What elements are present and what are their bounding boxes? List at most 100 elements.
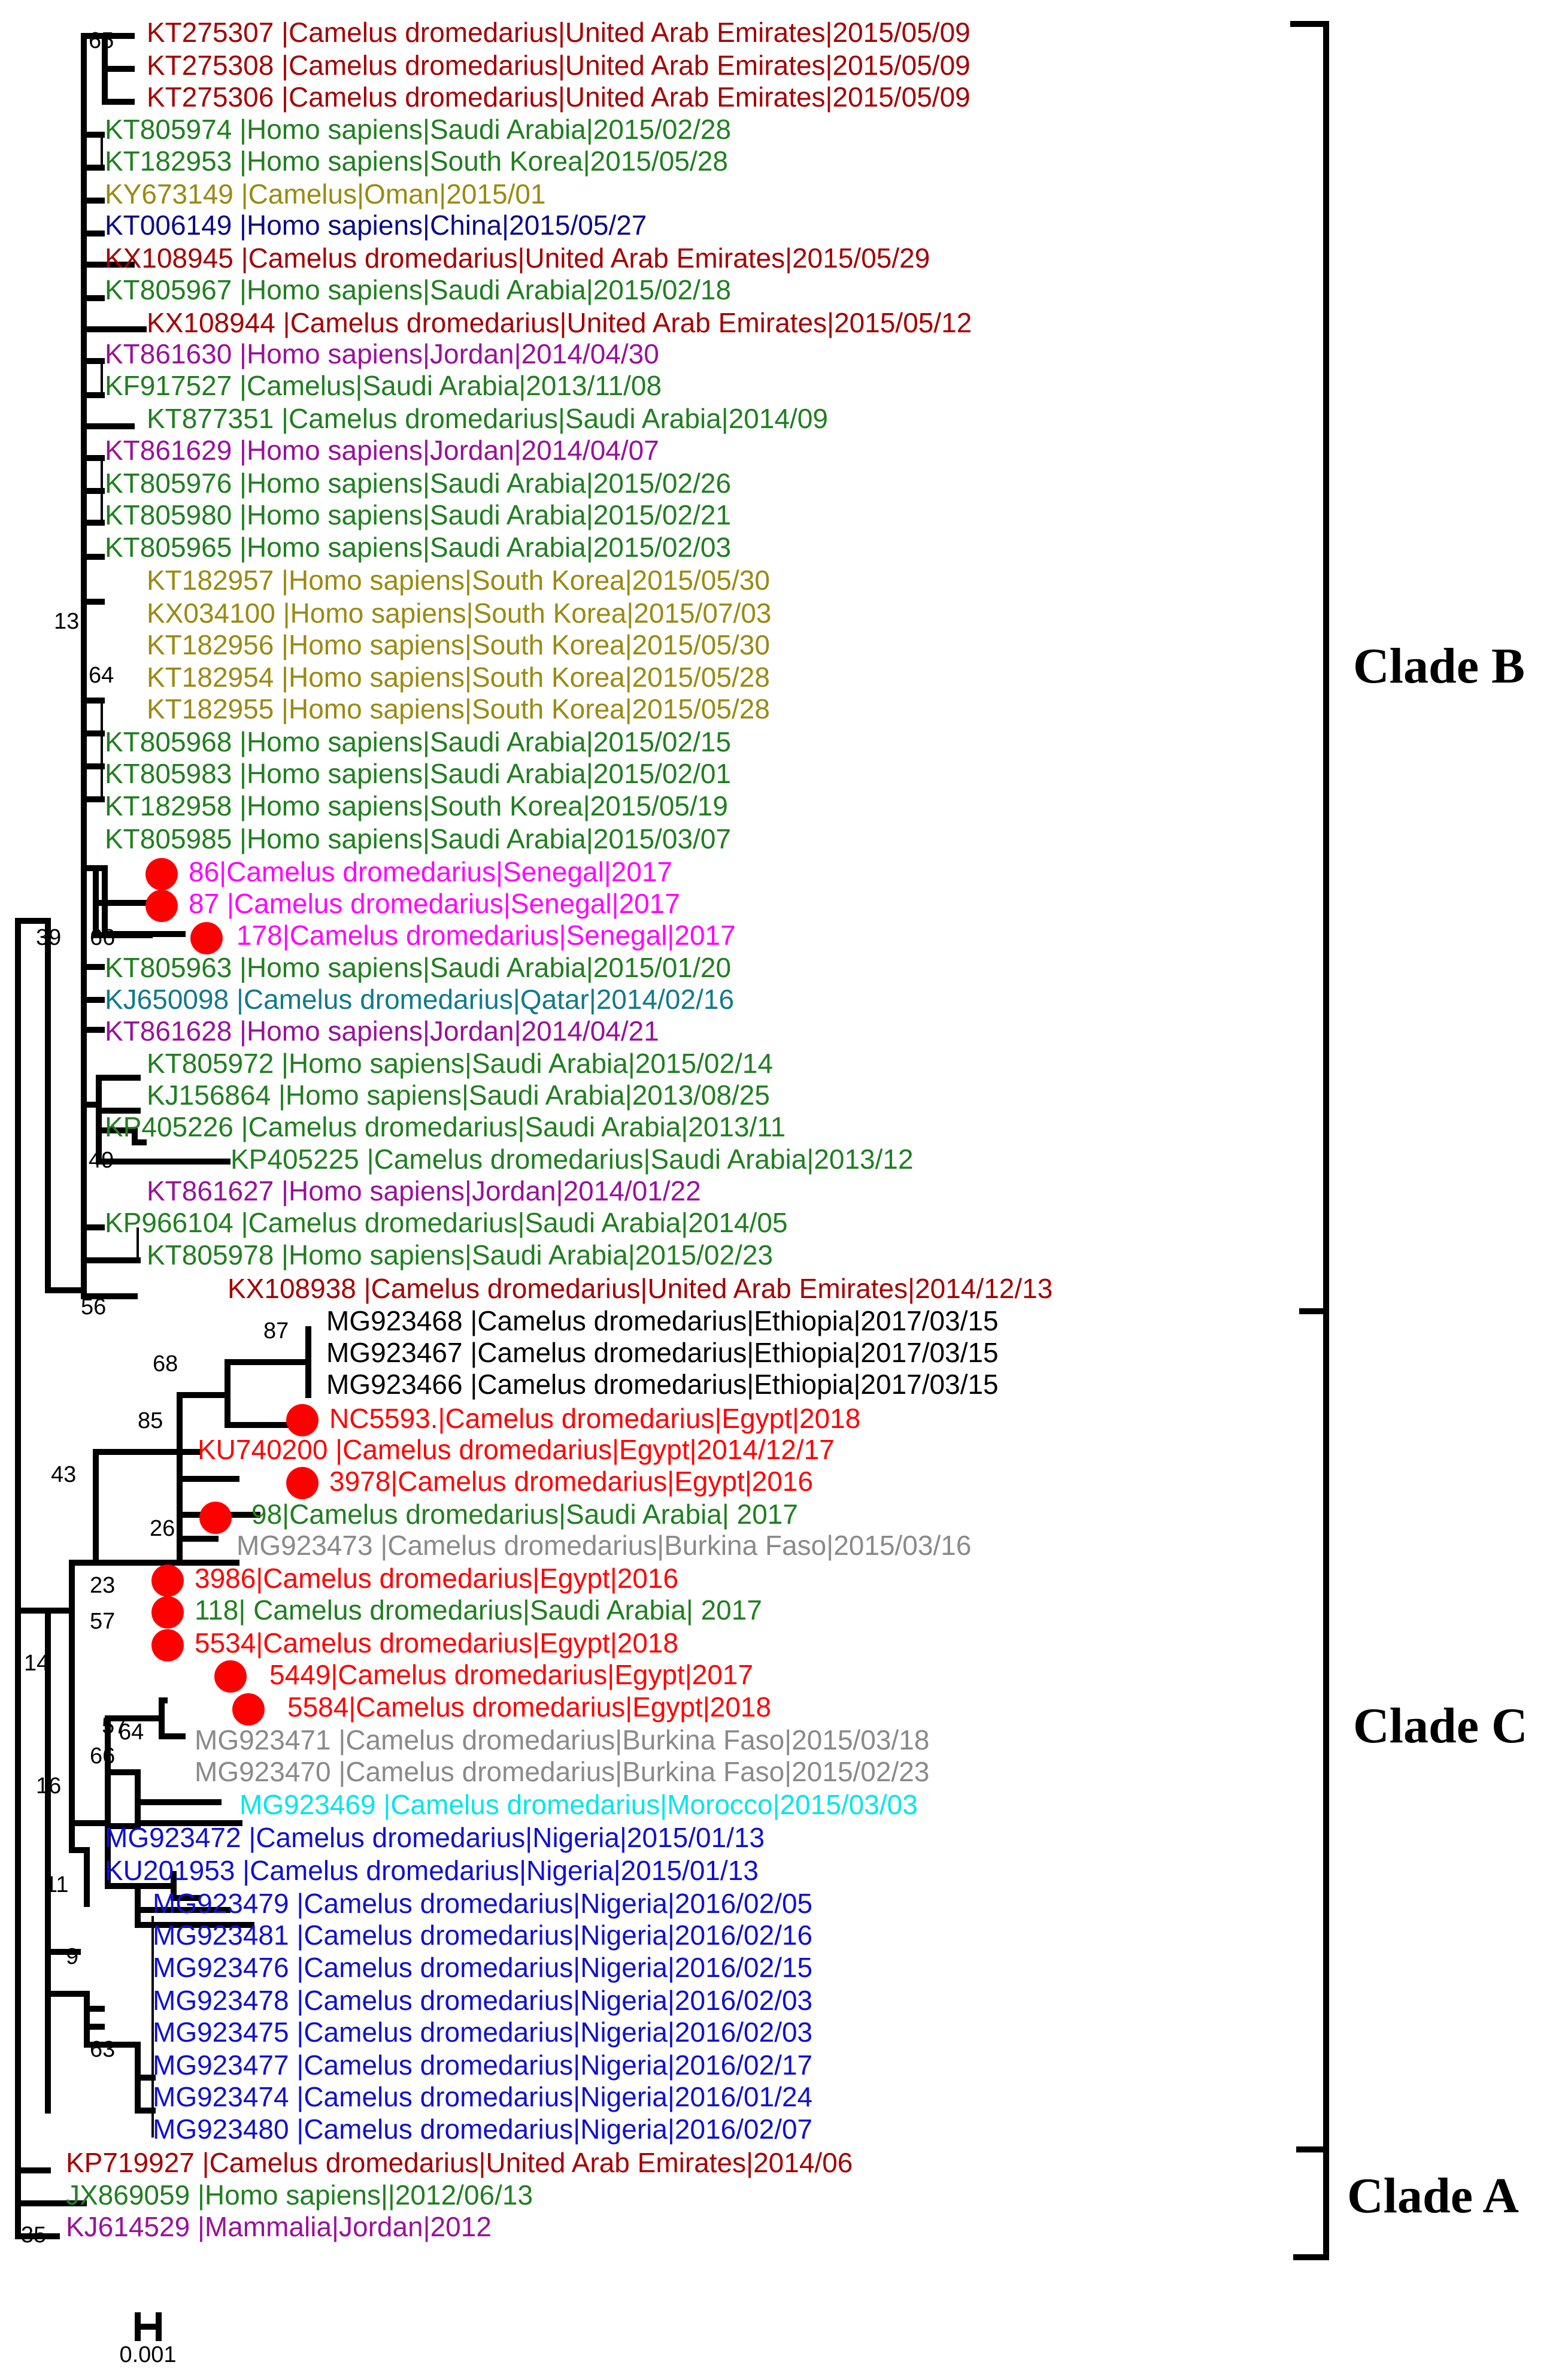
bootstrap-value: 87 [263,1318,289,1344]
leaf-label: 3986|Camelus dromedarius|Egypt|2016 [195,1563,678,1594]
study-sample-marker [190,922,223,954]
leaf-label: MG923476 |Camelus dromedarius|Nigeria|20… [153,1952,812,1983]
leaf-label: KT275306 |Camelus dromedarius|United Ara… [147,81,970,113]
leaf-label: MG923474 |Camelus dromedarius|Nigeria|20… [153,2081,812,2112]
leaf-label: KX108945 |Camelus dromedarius|United Ara… [105,242,930,274]
leaf-label: KP405226 |Camelus dromedarius|Saudi Arab… [105,1111,785,1142]
study-sample-marker [286,1404,319,1436]
leaf-label: KT805972 |Homo sapiens|Saudi Arabia|2015… [147,1048,773,1079]
leaf-label: KP719927 |Camelus dromedarius|United Ara… [66,2147,853,2178]
study-sample-marker [151,1596,184,1629]
bootstrap-value: 11 [45,1872,68,1897]
bootstrap-value: 64 [89,663,114,688]
leaf-label: MG923471 |Camelus dromedarius|Burkina Fa… [195,1724,929,1755]
leaf-label: JX869059 |Homo sapiens||2012/06/13 [66,2179,533,2211]
study-sample-marker [151,1629,184,1661]
leaf-label: 86|Camelus dromedarius|Senegal|2017 [189,856,672,887]
leaf-label: KJ614529 |Mammalia|Jordan|2012 [66,2211,492,2242]
leaf-label: MG923466 |Camelus dromedarius|Ethiopia|2… [326,1369,999,1400]
leaf-label: MG923468 |Camelus dromedarius|Ethiopia|2… [326,1305,999,1336]
leaf-label: KT861627 |Homo sapiens|Jordan|2014/01/22 [147,1175,701,1206]
clade-b-bracket [1290,21,1329,1314]
leaf-label: KY673149 |Camelus|Oman|2015/01 [105,178,546,210]
leaf-label: KT275307 |Camelus dromedarius|United Ara… [147,17,970,48]
leaf-label: KT182954 |Homo sapiens|South Korea|2015/… [147,662,770,693]
clade-c-bracket [1296,1308,1329,2152]
leaf-label: KU740200 |Camelus dromedarius|Egypt|2014… [198,1434,835,1465]
leaf-label: MG923477 |Camelus dromedarius|Nigeria|20… [153,2049,812,2081]
scale-bar-line [135,2312,162,2341]
leaf-label: 5534|Camelus dromedarius|Egypt|2018 [195,1627,678,1658]
clade-brackets [1290,21,1329,2260]
leaf-label: 5584|Camelus dromedarius|Egypt|2018 [287,1691,771,1723]
bootstrap-value: 57 [90,1609,115,1634]
leaf-label: 5449|Camelus dromedarius|Egypt|2017 [269,1659,753,1690]
leaf-label: KT861629 |Homo sapiens|Jordan|2014/04/07 [105,435,659,466]
clade-a-label: Clade A [1347,2168,1519,2224]
study-sample-marker [145,858,178,890]
leaf-label: KF917527 |Camelus|Saudi Arabia|2013/11/0… [105,370,662,401]
clade-b-label: Clade B [1353,638,1525,694]
bootstrap-value: 16 [36,1773,61,1799]
leaf-label: KX108938 |Camelus dromedarius|United Ara… [228,1273,1053,1304]
leaf-labels: KT275307 |Camelus dromedarius|United Ara… [66,17,1053,2242]
leaf-label: KT805980 |Homo sapiens|Saudi Arabia|2015… [105,499,731,530]
leaf-label: KT006149 |Homo sapiens|China|2015/05/27 [105,210,647,241]
leaf-label: 98|Camelus dromedarius|Saudi Arabia| 201… [251,1499,798,1530]
leaf-label: MG923481 |Camelus dromedarius|Nigeria|20… [153,1920,812,1951]
leaf-label: KT805974 |Homo sapiens|Saudi Arabia|2015… [105,114,731,145]
bootstrap-value: 63 [90,2037,115,2062]
leaf-label: MG923469 |Camelus dromedarius|Morocco|20… [239,1789,918,1820]
leaf-label: 178|Camelus dromedarius|Senegal|2017 [236,920,736,951]
leaf-label: KT805963 |Homo sapiens|Saudi Arabia|2015… [105,952,731,983]
study-sample-marker [151,1564,184,1597]
bootstrap-value: 43 [51,1462,76,1487]
leaf-label: MG923473 |Camelus dromedarius|Burkina Fa… [236,1530,971,1561]
bootstrap-value: 26 [150,1516,175,1541]
bootstrap-value: 68 [153,1351,178,1376]
leaf-label: KT182957 |Homo sapiens|South Korea|2015/… [147,565,770,596]
leaf-label: KT182953 |Homo sapiens|South Korea|2015/… [105,145,728,177]
leaf-label: MG923467 |Camelus dromedarius|Ethiopia|2… [326,1337,999,1368]
bootstrap-value: 14 [24,1651,49,1676]
leaf-label: KT182956 |Homo sapiens|South Korea|2015/… [147,629,770,660]
leaf-label: KT861630 |Homo sapiens|Jordan|2014/04/30 [105,338,659,369]
bootstrap-value: 57 [102,1714,127,1739]
bootstrap-value: 13 [54,609,79,634]
leaf-label: KT877351 |Camelus dromedarius|Saudi Arab… [147,403,828,434]
leaf-label: KJ156864 |Homo sapiens|Saudi Arabia|2013… [147,1080,770,1111]
leaf-label: KT182958 |Homo sapiens|South Korea|2015/… [105,790,728,821]
leaf-label: KT861628 |Homo sapiens|Jordan|2014/04/21 [105,1015,659,1047]
scale-bar-label: 0.001 [119,2342,176,2367]
leaf-label: MG923472 |Camelus dromedarius|Nigeria|20… [105,1822,765,1853]
bootstrap-value: 23 [90,1573,115,1598]
study-sample-marker [286,1467,319,1499]
leaf-label: 3978|Camelus dromedarius|Egypt|2016 [329,1466,813,1497]
study-sample-marker [199,1502,232,1534]
leaf-label: MG923470 |Camelus dromedarius|Burkina Fa… [195,1756,929,1787]
clade-a-bracket [1293,2146,1329,2260]
leaf-label: KJ650098 |Camelus dromedarius|Qatar|2014… [105,984,734,1015]
bootstrap-value: 66 [90,1744,115,1769]
leaf-label: KT275308 |Camelus dromedarius|United Ara… [147,50,970,81]
leaf-label: KT805967 |Homo sapiens|Saudi Arabia|2015… [105,274,731,305]
bootstrap-value: 56 [81,1294,106,1320]
leaf-label: KP966104 |Camelus dromedarius|Saudi Arab… [105,1207,788,1238]
scale-bar: 0.001 [119,2312,177,2367]
leaf-label: KT182955 |Homo sapiens|South Korea|2015/… [147,693,770,724]
leaf-label: KX108944 |Camelus dromedarius|United Ara… [147,307,972,338]
leaf-label: KP405225 |Camelus dromedarius|Saudi Arab… [231,1144,914,1175]
leaf-label: KX034100 |Homo sapiens|South Korea|2015/… [147,598,772,629]
leaf-label: MG923475 |Camelus dromedarius|Nigeria|20… [153,2017,812,2048]
study-sample-marker [214,1660,247,1693]
leaf-label: KT805983 |Homo sapiens|Saudi Arabia|2015… [105,758,731,789]
leaf-label: NC5593.|Camelus dromedarius|Egypt|2018 [329,1403,860,1434]
bootstrap-value: 66 [90,925,115,950]
bootstrap-value: 39 [36,925,61,950]
leaf-label: MG923479 |Camelus dromedarius|Nigeria|20… [153,1888,812,1919]
bootstrap-value: 85 [138,1408,163,1433]
bootstrap-value: 49 [89,1148,114,1173]
study-sample-marker [232,1693,265,1726]
